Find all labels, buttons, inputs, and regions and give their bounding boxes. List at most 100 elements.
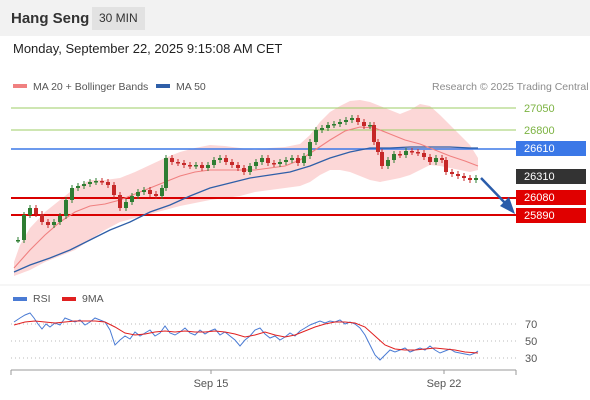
level-label-25890: 25890 (524, 210, 555, 222)
candle-body (124, 202, 128, 208)
candle-body (284, 160, 288, 162)
candle-body (434, 158, 438, 162)
level-label-26610: 26610 (524, 143, 555, 155)
candle-body (194, 165, 198, 167)
candle-body (212, 160, 216, 165)
candle-body (164, 158, 168, 188)
candle-body (372, 125, 376, 142)
candlestick-series (16, 115, 478, 243)
last-price-label: 26310 (524, 171, 555, 183)
candle-body (404, 151, 408, 155)
candle-body (474, 178, 478, 180)
candle-body (302, 156, 306, 163)
research-credit: Research © 2025 Trading Central (432, 81, 589, 93)
interval-selector[interactable]: 30 MIN (92, 7, 145, 30)
ma50-label: MA 50 (176, 81, 206, 93)
candle-body (82, 184, 86, 186)
rsi-tick-70: 70 (525, 319, 537, 331)
candle-body (200, 165, 204, 168)
candle-body (34, 208, 38, 214)
candle-body (450, 172, 454, 174)
ma50-line (13, 146, 478, 273)
ma20-line (13, 126, 479, 269)
candle-body (266, 158, 270, 163)
candle-body (462, 176, 466, 178)
candle-body (326, 125, 330, 128)
candle-body (100, 181, 104, 183)
candle-body (94, 181, 98, 183)
rsi-ma-legend-swatch (62, 297, 76, 301)
legend-ma50: MA 50 (156, 81, 206, 93)
candle-body (242, 168, 246, 172)
candle-body (16, 240, 20, 242)
candle-body (52, 222, 56, 225)
candle-body (278, 162, 282, 164)
candle-body (230, 162, 234, 165)
candle-body (296, 158, 300, 163)
candle-body (428, 157, 432, 162)
forecast-arrow-shaft (480, 177, 508, 206)
candle-body (176, 162, 180, 164)
forecast-arrow-head (500, 197, 515, 214)
candle-body (76, 186, 80, 188)
candle-body (148, 190, 152, 194)
candle-body (206, 165, 210, 168)
candle-body (224, 158, 228, 162)
rsi-tick-30: 30 (525, 353, 537, 365)
candle-body (130, 196, 134, 202)
candle-body (338, 122, 342, 124)
candle-body (320, 128, 324, 130)
instrument-title: Hang Seng (11, 10, 90, 27)
last-price-tag (516, 169, 586, 184)
candle-body (88, 182, 92, 184)
candle-body (410, 151, 414, 153)
x-axis-label-sep15: Sep 15 (194, 378, 229, 390)
candle-body (22, 215, 26, 240)
candle-body (46, 222, 50, 225)
candle-body (386, 160, 390, 166)
candle-body (344, 120, 348, 122)
candle-body (398, 154, 402, 156)
candle-body (28, 208, 32, 215)
level-tag-26080 (516, 190, 586, 205)
candle-body (380, 152, 384, 166)
rsi-tick-50: 50 (525, 336, 537, 348)
candle-body (70, 188, 74, 200)
candle-body (236, 165, 240, 168)
ma50-swatch (156, 84, 170, 89)
candle-body (254, 162, 258, 166)
candle-body (392, 154, 396, 160)
candle-body (444, 160, 448, 172)
candle-body (356, 118, 360, 122)
rsi-ma-line (13, 320, 479, 354)
candle-body (40, 214, 44, 222)
candle-body (350, 118, 354, 120)
level-label-26800: 26800 (524, 125, 555, 137)
legend-ma20: MA 20 + Bollinger Bands (13, 81, 148, 93)
candle-body (170, 158, 174, 162)
ma20-label: MA 20 + Bollinger Bands (33, 81, 149, 93)
candle-body (136, 192, 140, 196)
candle-body (154, 194, 158, 196)
candle-body (468, 178, 472, 180)
candle-body (182, 163, 186, 165)
chart-header: Hang Seng 30 MIN (0, 0, 590, 36)
rsi-legend-swatch (13, 297, 27, 301)
level-tag-25890 (516, 208, 586, 223)
candle-body (422, 153, 426, 157)
candle-body (332, 124, 336, 126)
candle-body (290, 158, 294, 160)
candle-body (376, 142, 380, 152)
candle-body (440, 158, 444, 160)
rsi-legend-label: RSI (33, 293, 51, 305)
candle-body (218, 158, 222, 160)
candle-body (188, 165, 192, 167)
candle-body (416, 152, 420, 154)
candle-body (308, 142, 312, 156)
candle-body (456, 174, 460, 176)
candle-body (260, 158, 264, 162)
candle-body (248, 166, 252, 172)
x-axis-label-sep22: Sep 22 (427, 378, 462, 390)
level-label-26080: 26080 (524, 192, 555, 204)
